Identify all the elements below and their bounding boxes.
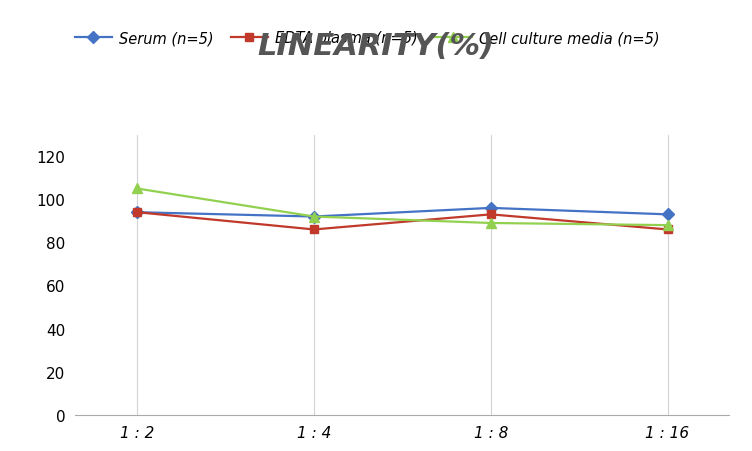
Cell culture media (n=5) <box>663 223 672 228</box>
Serum (n=5) <box>309 214 318 220</box>
Serum (n=5) <box>132 210 141 216</box>
EDTA plasma (n=5) <box>309 227 318 233</box>
Serum (n=5) <box>487 206 496 211</box>
Text: LINEARITY(%): LINEARITY(%) <box>257 32 495 60</box>
EDTA plasma (n=5) <box>663 227 672 233</box>
Line: EDTA plasma (n=5): EDTA plasma (n=5) <box>133 208 672 234</box>
Line: Cell culture media (n=5): Cell culture media (n=5) <box>132 184 672 230</box>
Serum (n=5) <box>663 212 672 217</box>
Cell culture media (n=5) <box>487 221 496 226</box>
EDTA plasma (n=5) <box>132 210 141 216</box>
EDTA plasma (n=5) <box>487 212 496 217</box>
Cell culture media (n=5) <box>132 186 141 192</box>
Cell culture media (n=5) <box>309 214 318 220</box>
Legend: Serum (n=5), EDTA plasma (n=5), Cell culture media (n=5): Serum (n=5), EDTA plasma (n=5), Cell cul… <box>69 25 666 52</box>
Line: Serum (n=5): Serum (n=5) <box>133 204 672 221</box>
